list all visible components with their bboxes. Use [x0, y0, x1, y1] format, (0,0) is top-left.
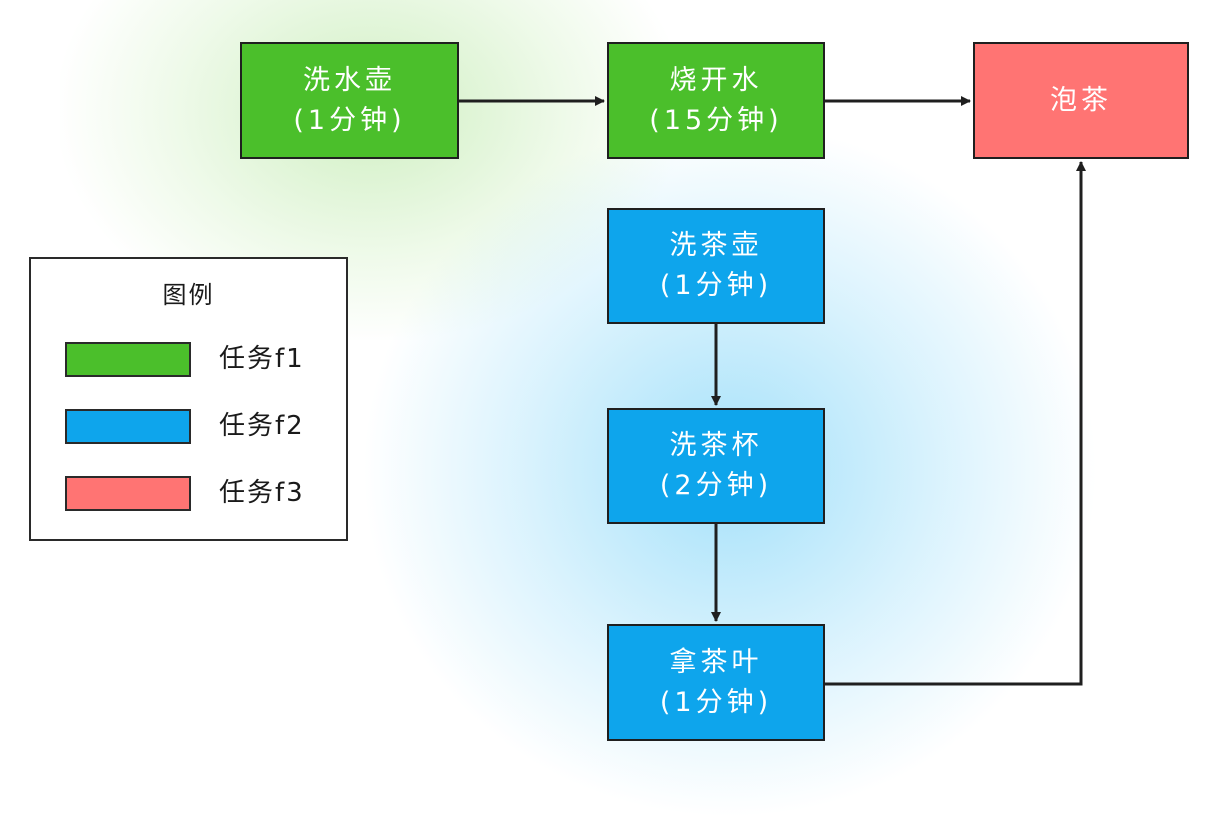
legend-swatch-f1 — [65, 342, 191, 377]
node-title: 洗茶壶 — [669, 230, 763, 261]
node-duration: (15分钟) — [649, 104, 783, 136]
node-brew-tea: 泡茶 — [973, 42, 1189, 159]
legend-label-f2: 任务f2 — [219, 411, 305, 441]
node-duration: (1分钟) — [293, 104, 406, 136]
node-duration: (1分钟) — [659, 686, 773, 718]
node-title: 洗水壶 — [303, 64, 396, 96]
node-get-leaves: 拿茶叶 (1分钟) — [607, 624, 825, 741]
legend: 图例 任务f1 任务f2 任务f3 — [29, 257, 348, 541]
node-duration: (2分钟) — [659, 470, 773, 501]
legend-label-f3: 任务f3 — [219, 478, 305, 508]
node-title: 烧开水 — [669, 64, 763, 96]
legend-swatch-f3 — [65, 476, 191, 511]
legend-title: 图例 — [162, 281, 215, 309]
node-wash-kettle: 洗水壶 (1分钟) — [240, 42, 459, 159]
node-wash-cups: 洗茶杯 (2分钟) — [607, 408, 825, 524]
legend-swatch-f2 — [65, 409, 191, 444]
node-title: 泡茶 — [1050, 84, 1112, 116]
node-wash-teapot: 洗茶壶 (1分钟) — [607, 208, 825, 324]
node-title: 洗茶杯 — [669, 430, 763, 461]
node-title: 拿茶叶 — [669, 646, 763, 678]
node-duration: (1分钟) — [659, 270, 773, 301]
legend-label-f1: 任务f1 — [219, 344, 305, 374]
edge-get-leaves-to-brew-tea — [825, 161, 1086, 686]
node-boil-water: 烧开水 (15分钟) — [607, 42, 825, 159]
